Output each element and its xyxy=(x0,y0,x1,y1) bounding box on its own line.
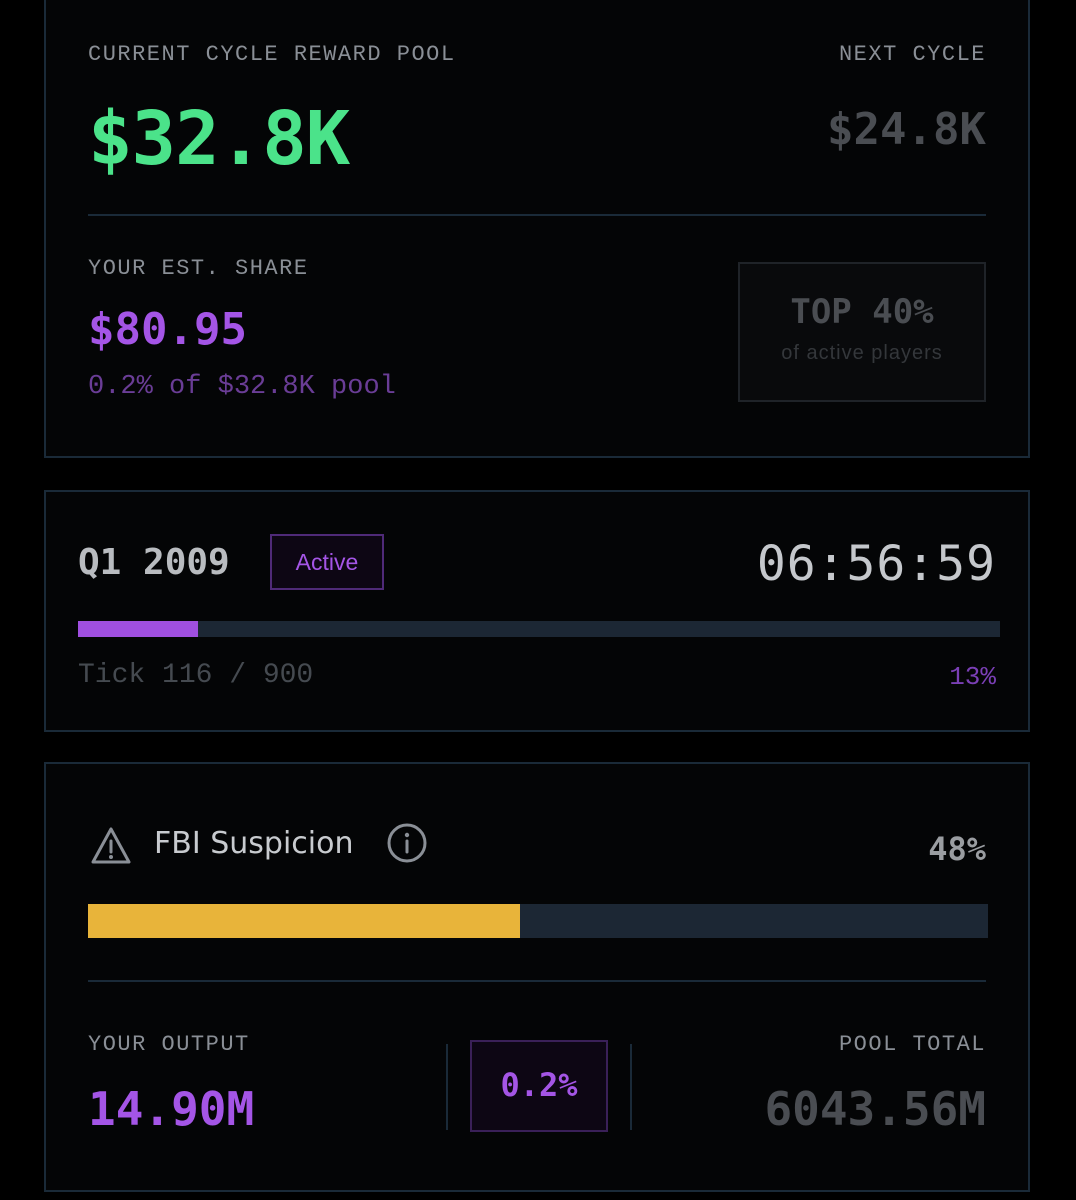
divider xyxy=(88,980,986,982)
fbi-suspicion-label: FBI Suspicion xyxy=(154,826,354,861)
pool-total-value: 6043.56M xyxy=(764,1082,986,1136)
output-ratio-badge: 0.2% xyxy=(470,1040,608,1132)
tick-progress-fill xyxy=(78,621,198,637)
suspicion-panel: FBI Suspicion 48% YOUR OUTPUT 14.90M 0.2… xyxy=(44,762,1030,1192)
est-share-subtext: 0.2% of $32.8K pool xyxy=(88,372,396,402)
your-output-value: 14.90M xyxy=(88,1082,255,1136)
current-pool-label: CURRENT CYCLE REWARD POOL xyxy=(88,42,456,67)
est-share-label: YOUR EST. SHARE xyxy=(88,256,309,281)
rank-title: TOP 40% xyxy=(790,292,934,332)
tick-progress-bar xyxy=(78,621,1000,637)
divider xyxy=(88,214,986,216)
info-circle-icon[interactable] xyxy=(386,822,428,868)
quarter-title: Q1 2009 xyxy=(78,542,230,583)
reward-pool-panel: CURRENT CYCLE REWARD POOL NEXT CYCLE $32… xyxy=(44,0,1030,458)
tick-counter: Tick 116 / 900 xyxy=(78,660,314,691)
rank-badge: TOP 40% of active players xyxy=(738,262,986,402)
suspicion-bar xyxy=(88,904,988,938)
countdown-timer: 06:56:59 xyxy=(756,536,996,592)
separator-right xyxy=(630,1044,632,1130)
your-output-label: YOUR OUTPUT xyxy=(88,1032,250,1057)
current-pool-value: $32.8K xyxy=(88,96,350,182)
pool-total-label: POOL TOTAL xyxy=(838,1032,986,1057)
separator-left xyxy=(446,1044,448,1130)
rank-subtext: of active players xyxy=(781,342,943,364)
tick-percent: 13% xyxy=(949,662,996,692)
next-cycle-label: NEXT CYCLE xyxy=(838,42,986,67)
warning-triangle-icon xyxy=(90,826,132,870)
suspicion-bar-fill xyxy=(88,904,520,938)
est-share-value: $80.95 xyxy=(88,304,247,355)
quarter-panel: Q1 2009 Active 06:56:59 Tick 116 / 900 1… xyxy=(44,490,1030,732)
status-badge: Active xyxy=(270,534,384,590)
next-cycle-value: $24.8K xyxy=(827,104,986,155)
suspicion-percent: 48% xyxy=(928,830,986,868)
